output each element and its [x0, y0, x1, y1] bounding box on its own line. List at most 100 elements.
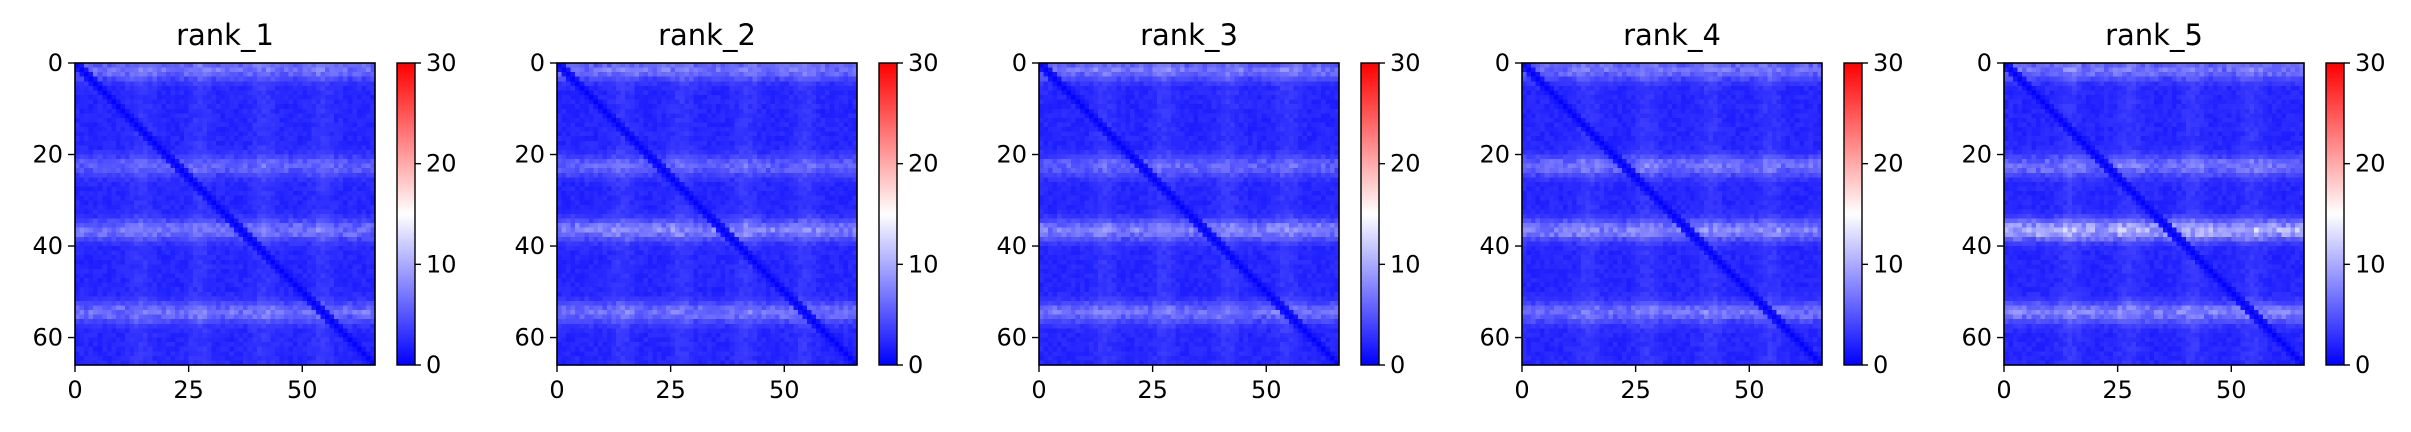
- heatmap-cell: [84, 209, 90, 215]
- heatmap-cell: [243, 232, 249, 238]
- heatmap-cell: [161, 76, 167, 82]
- heatmap-cell: [202, 332, 208, 339]
- heatmap-cell: [356, 255, 362, 261]
- heatmap-cell: [211, 328, 217, 334]
- heatmap-cell: [284, 136, 290, 142]
- heatmap-cell: [202, 99, 208, 105]
- heatmap-cell: [270, 104, 276, 110]
- heatmap-cell: [338, 99, 344, 105]
- heatmap-cell: [288, 287, 294, 293]
- heatmap-cell: [188, 300, 194, 307]
- heatmap-cell: [365, 95, 372, 101]
- heatmap-cell: [306, 67, 312, 73]
- heatmap-cell: [152, 314, 158, 320]
- heatmap-cell: [138, 81, 144, 87]
- heatmap-cell: [206, 360, 212, 366]
- heatmap-cell: [270, 172, 276, 178]
- heatmap-cell: [611, 67, 617, 73]
- heatmap-cell: [347, 108, 353, 114]
- heatmap-cell: [211, 131, 217, 137]
- heatmap-cell: [670, 95, 676, 101]
- heatmap-cell: [225, 278, 231, 284]
- heatmap-cell: [143, 278, 149, 284]
- heatmap-cell: [179, 63, 185, 69]
- heatmap-cell: [334, 332, 340, 339]
- heatmap-cell: [175, 149, 181, 156]
- heatmap-cell: [284, 287, 290, 293]
- heatmap-cell: [225, 360, 231, 366]
- heatmap-cell: [243, 140, 249, 146]
- heatmap-cell: [265, 149, 272, 156]
- heatmap-cell: [570, 104, 576, 110]
- heatmap-cell: [561, 99, 567, 105]
- heatmap-cell: [84, 264, 90, 270]
- heatmap-cell: [88, 259, 94, 265]
- heatmap-cell: [834, 90, 840, 96]
- heatmap-cell: [238, 177, 244, 183]
- heatmap-cell: [88, 149, 94, 156]
- heatmap-cell: [306, 172, 312, 178]
- heatmap-cell: [238, 76, 244, 82]
- heatmap-cell: [79, 113, 85, 119]
- heatmap-cell: [97, 332, 103, 339]
- heatmap-cell: [247, 145, 253, 151]
- heatmap-cell: [602, 95, 608, 101]
- heatmap-cell: [143, 246, 149, 252]
- heatmap-cell: [338, 85, 344, 92]
- heatmap-cell: [675, 76, 681, 82]
- heatmap-cell: [75, 214, 81, 220]
- heatmap-cell: [88, 236, 94, 243]
- heatmap-cell: [557, 99, 563, 105]
- heatmap-cell: [347, 291, 353, 297]
- heatmap-cell: [807, 76, 813, 82]
- heatmap-cell: [225, 108, 231, 114]
- heatmap-cell: [206, 268, 212, 275]
- heatmap-cell: [102, 186, 108, 192]
- heatmap-cell: [566, 85, 572, 92]
- heatmap-cell: [325, 186, 331, 192]
- heatmap-cell: [238, 268, 244, 275]
- heatmap-cell: [297, 218, 303, 224]
- heatmap-cell: [347, 282, 353, 288]
- heatmap-cell: [215, 300, 222, 307]
- heatmap-cell: [134, 268, 140, 275]
- heatmap-cell: [811, 72, 817, 78]
- heatmap-cell: [175, 241, 181, 247]
- heatmap-cell: [311, 218, 317, 224]
- heatmap-cell: [238, 273, 244, 279]
- heatmap-cell: [820, 76, 826, 82]
- heatmap-cell: [252, 264, 258, 270]
- heatmap-cell: [234, 200, 240, 206]
- heatmap-cell: [143, 172, 149, 178]
- heatmap-cell: [88, 136, 94, 142]
- heatmap-cell: [243, 99, 249, 105]
- heatmap-cell: [306, 282, 312, 288]
- heatmap-cell: [75, 154, 81, 160]
- heatmap-cell: [352, 209, 358, 215]
- heatmap-cell: [93, 168, 99, 174]
- heatmap-cell: [234, 218, 240, 224]
- heatmap-cell: [275, 136, 281, 142]
- heatmap-cell: [147, 159, 153, 165]
- heatmap-cell: [138, 113, 144, 119]
- heatmap-cell: [134, 181, 140, 188]
- heatmap-cell: [184, 227, 190, 233]
- heatmap-cell: [265, 63, 272, 69]
- heatmap-cell: [370, 154, 376, 160]
- heatmap-cell: [188, 136, 194, 142]
- heatmap-cell: [252, 246, 258, 252]
- heatmap-cell: [215, 177, 222, 183]
- heatmap-cell: [247, 67, 253, 73]
- heatmap-cell: [220, 296, 226, 302]
- heatmap-cell: [152, 214, 158, 220]
- heatmap-cell: [147, 236, 153, 243]
- heatmap-cell: [215, 214, 222, 220]
- heatmap-cell: [184, 282, 190, 288]
- heatmap-cell: [652, 72, 658, 78]
- heatmap-cell: [352, 108, 358, 114]
- heatmap-cell: [670, 81, 676, 87]
- heatmap-cell: [120, 204, 126, 211]
- heatmap-cell: [797, 72, 804, 78]
- heatmap-cell: [666, 67, 672, 73]
- heatmap-cell: [184, 223, 190, 229]
